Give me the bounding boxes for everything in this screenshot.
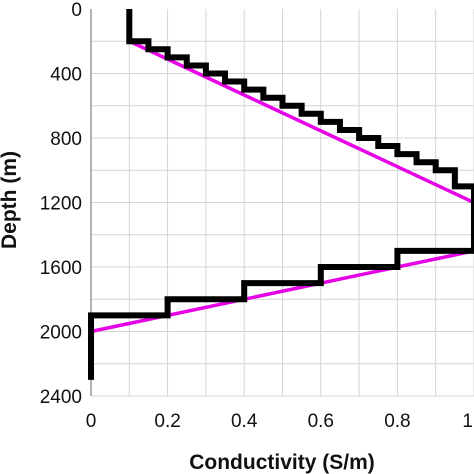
y-tick-label: 400 bbox=[50, 65, 82, 86]
y-tick-label: 0 bbox=[71, 0, 82, 21]
series bbox=[88, 9, 474, 380]
y-tick-label: 800 bbox=[50, 129, 82, 150]
x-tick-label: 0.2 bbox=[154, 411, 180, 432]
x-tick-label: 0.6 bbox=[308, 411, 334, 432]
x-tick-label: 0.8 bbox=[384, 411, 410, 432]
y-tick-label: 1600 bbox=[40, 258, 82, 279]
y-tick-label: 1200 bbox=[40, 194, 82, 215]
x-axis-title: Conductivity (S/m) bbox=[189, 451, 375, 474]
y-tick-label: 2400 bbox=[40, 387, 82, 408]
x-tick-label: 0 bbox=[86, 411, 97, 432]
grid bbox=[91, 9, 474, 397]
y-axis-title: Depth (m) bbox=[0, 151, 21, 249]
stepped-model-line bbox=[88, 9, 474, 380]
tick-labels: 0 0.2 0.4 0.6 0.8 1 0 400 800 1200 1600 2000 2400 bbox=[40, 0, 473, 432]
y-tick-label: 2000 bbox=[40, 323, 82, 344]
x-tick-label: 1 bbox=[462, 411, 473, 432]
x-tick-label: 0.4 bbox=[231, 411, 258, 432]
